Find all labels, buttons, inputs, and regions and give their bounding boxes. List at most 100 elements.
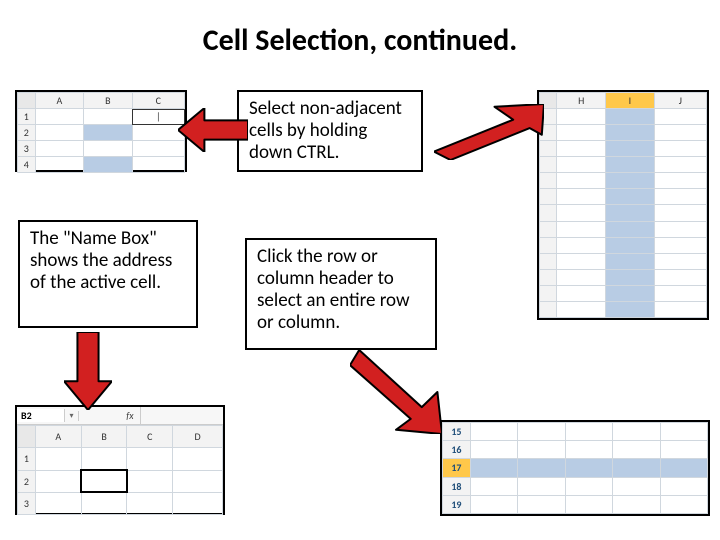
cell[interactable] xyxy=(470,423,517,441)
cell[interactable] xyxy=(613,477,660,495)
cell[interactable] xyxy=(660,459,707,477)
namebox-dropdown-icon[interactable]: ▾ xyxy=(65,411,79,421)
cell[interactable] xyxy=(81,448,127,470)
cell[interactable] xyxy=(173,492,223,514)
cell[interactable] xyxy=(35,470,81,492)
col-header[interactable]: D xyxy=(173,426,223,448)
cell[interactable] xyxy=(606,237,655,253)
cell[interactable] xyxy=(606,141,655,157)
cell[interactable] xyxy=(84,157,133,173)
cell[interactable] xyxy=(35,492,81,514)
cell[interactable] xyxy=(654,301,706,317)
cell[interactable] xyxy=(557,141,606,157)
cell[interactable] xyxy=(606,189,655,205)
row-header[interactable]: 2 xyxy=(18,470,36,492)
col-header[interactable]: B xyxy=(81,426,127,448)
row-header[interactable]: 2 xyxy=(18,125,36,141)
row-header[interactable] xyxy=(540,301,557,317)
row-header[interactable] xyxy=(540,253,557,269)
col-header[interactable]: A xyxy=(35,93,84,109)
cell[interactable] xyxy=(557,157,606,173)
cell[interactable] xyxy=(613,441,660,459)
cell[interactable] xyxy=(470,495,517,513)
row-header[interactable] xyxy=(540,237,557,253)
cell[interactable] xyxy=(470,441,517,459)
row-header[interactable]: 1 xyxy=(18,448,36,470)
col-header[interactable]: H xyxy=(557,93,606,109)
col-header[interactable]: B xyxy=(84,93,133,109)
cell[interactable] xyxy=(654,285,706,301)
cell[interactable] xyxy=(84,109,133,125)
cell[interactable] xyxy=(84,141,133,157)
cell[interactable] xyxy=(654,269,706,285)
cell[interactable] xyxy=(654,157,706,173)
cell[interactable] xyxy=(654,125,706,141)
cell[interactable] xyxy=(132,157,184,173)
cell[interactable] xyxy=(654,141,706,157)
cell[interactable] xyxy=(557,237,606,253)
cell[interactable] xyxy=(557,205,606,221)
cell[interactable] xyxy=(606,109,655,125)
cell[interactable] xyxy=(127,470,173,492)
cell[interactable] xyxy=(613,459,660,477)
cell[interactable] xyxy=(565,477,612,495)
row-header[interactable]: 3 xyxy=(18,492,36,514)
cell[interactable] xyxy=(606,125,655,141)
cell[interactable] xyxy=(84,125,133,141)
cell[interactable] xyxy=(35,125,84,141)
cell[interactable] xyxy=(557,221,606,237)
cell[interactable] xyxy=(654,189,706,205)
row-header[interactable]: 4 xyxy=(18,157,36,173)
cell[interactable] xyxy=(606,285,655,301)
cell[interactable]: | xyxy=(132,109,184,125)
cell[interactable] xyxy=(654,253,706,269)
cell[interactable] xyxy=(606,205,655,221)
row-header[interactable]: 19 xyxy=(443,495,471,513)
cell[interactable] xyxy=(606,157,655,173)
cell[interactable] xyxy=(654,205,706,221)
cell[interactable] xyxy=(660,477,707,495)
cell[interactable] xyxy=(35,141,84,157)
row-header[interactable] xyxy=(540,205,557,221)
cell[interactable] xyxy=(518,441,565,459)
cell[interactable] xyxy=(557,301,606,317)
cell[interactable] xyxy=(660,441,707,459)
cell[interactable] xyxy=(557,109,606,125)
cell[interactable] xyxy=(557,189,606,205)
formula-bar[interactable] xyxy=(140,407,223,424)
row-header[interactable]: 1 xyxy=(18,109,36,125)
cell[interactable] xyxy=(35,157,84,173)
cell[interactable] xyxy=(660,495,707,513)
cell[interactable] xyxy=(518,459,565,477)
row-header[interactable]: 17 xyxy=(443,459,471,477)
row-header[interactable]: 18 xyxy=(443,477,471,495)
cell[interactable] xyxy=(613,495,660,513)
cell[interactable] xyxy=(35,448,81,470)
cell[interactable] xyxy=(173,470,223,492)
cell[interactable] xyxy=(660,423,707,441)
cell[interactable] xyxy=(518,495,565,513)
col-header[interactable]: C xyxy=(132,93,184,109)
cell[interactable] xyxy=(606,253,655,269)
row-header[interactable]: 15 xyxy=(443,423,471,441)
col-header[interactable]: J xyxy=(654,93,706,109)
cell[interactable] xyxy=(518,423,565,441)
cell[interactable] xyxy=(470,459,517,477)
name-box[interactable]: B2 xyxy=(17,409,65,422)
cell[interactable] xyxy=(557,269,606,285)
cell[interactable] xyxy=(557,125,606,141)
cell[interactable] xyxy=(557,173,606,189)
cell[interactable] xyxy=(606,269,655,285)
cell[interactable] xyxy=(565,423,612,441)
cell[interactable] xyxy=(606,173,655,189)
cell[interactable] xyxy=(654,109,706,125)
cell[interactable] xyxy=(565,459,612,477)
cell[interactable] xyxy=(173,448,223,470)
cell[interactable] xyxy=(127,492,173,514)
cell[interactable] xyxy=(557,253,606,269)
cell[interactable] xyxy=(470,477,517,495)
cell[interactable] xyxy=(606,301,655,317)
cell[interactable] xyxy=(565,495,612,513)
col-header[interactable]: A xyxy=(35,426,81,448)
row-header[interactable] xyxy=(540,269,557,285)
